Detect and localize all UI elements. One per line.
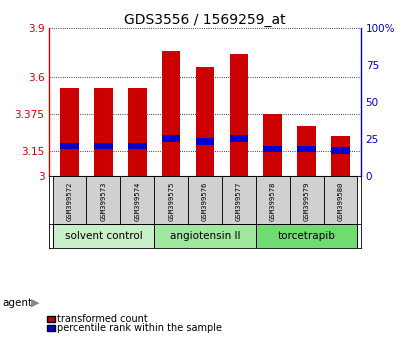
Text: GSM399575: GSM399575 — [168, 181, 174, 221]
Text: percentile rank within the sample: percentile rank within the sample — [57, 323, 222, 333]
Text: angiotensin II: angiotensin II — [169, 231, 240, 241]
Bar — [263, 114, 281, 176]
Text: transformed count: transformed count — [57, 314, 148, 324]
Bar — [120, 176, 154, 224]
Text: GSM399579: GSM399579 — [303, 181, 309, 221]
Bar — [60, 143, 79, 149]
Bar — [94, 143, 112, 149]
Text: GSM399574: GSM399574 — [134, 181, 140, 221]
Bar — [297, 126, 315, 176]
Bar — [188, 176, 221, 224]
Text: GSM399573: GSM399573 — [100, 181, 106, 221]
Bar — [128, 88, 146, 176]
Bar — [221, 176, 255, 224]
Bar — [323, 176, 357, 224]
Bar — [229, 136, 247, 142]
Text: torcetrapib: torcetrapib — [277, 231, 335, 241]
Bar — [330, 136, 349, 176]
Text: GSM399580: GSM399580 — [337, 181, 343, 221]
Bar — [52, 176, 86, 224]
Bar — [86, 176, 120, 224]
Bar — [128, 143, 146, 149]
Text: GSM399578: GSM399578 — [269, 181, 275, 221]
Text: agent: agent — [2, 298, 32, 308]
Bar — [229, 55, 247, 176]
Text: solvent control: solvent control — [64, 231, 142, 241]
Title: GDS3556 / 1569259_at: GDS3556 / 1569259_at — [124, 13, 285, 27]
Text: ▶: ▶ — [31, 298, 39, 308]
Bar — [330, 147, 349, 154]
Bar — [195, 67, 214, 176]
Bar — [255, 224, 357, 248]
Text: GSM399577: GSM399577 — [235, 181, 241, 221]
Bar — [263, 146, 281, 152]
Bar — [154, 176, 188, 224]
Bar — [162, 136, 180, 142]
Bar — [94, 88, 112, 176]
Bar — [289, 176, 323, 224]
Bar — [154, 224, 255, 248]
Bar — [297, 146, 315, 152]
Bar — [255, 176, 289, 224]
Text: GSM399576: GSM399576 — [202, 181, 207, 221]
Text: GSM399572: GSM399572 — [66, 181, 72, 221]
Bar — [195, 138, 214, 145]
Bar — [52, 224, 154, 248]
Bar — [162, 51, 180, 176]
Bar — [60, 88, 79, 176]
